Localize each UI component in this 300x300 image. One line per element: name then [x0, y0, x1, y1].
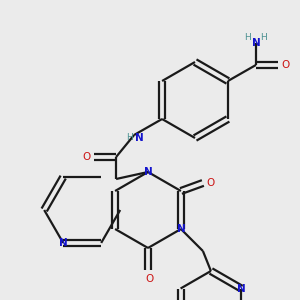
- Text: O: O: [146, 274, 154, 284]
- Text: O: O: [282, 60, 290, 70]
- Text: N: N: [144, 167, 152, 177]
- Text: N: N: [237, 284, 246, 293]
- Text: H: H: [244, 32, 251, 41]
- Text: N: N: [59, 238, 68, 248]
- Text: N: N: [251, 38, 260, 48]
- Text: O: O: [207, 178, 215, 188]
- Text: H: H: [126, 134, 133, 142]
- Text: N: N: [176, 224, 185, 234]
- Text: H: H: [260, 32, 267, 41]
- Text: N: N: [135, 133, 143, 143]
- Text: O: O: [82, 152, 90, 162]
